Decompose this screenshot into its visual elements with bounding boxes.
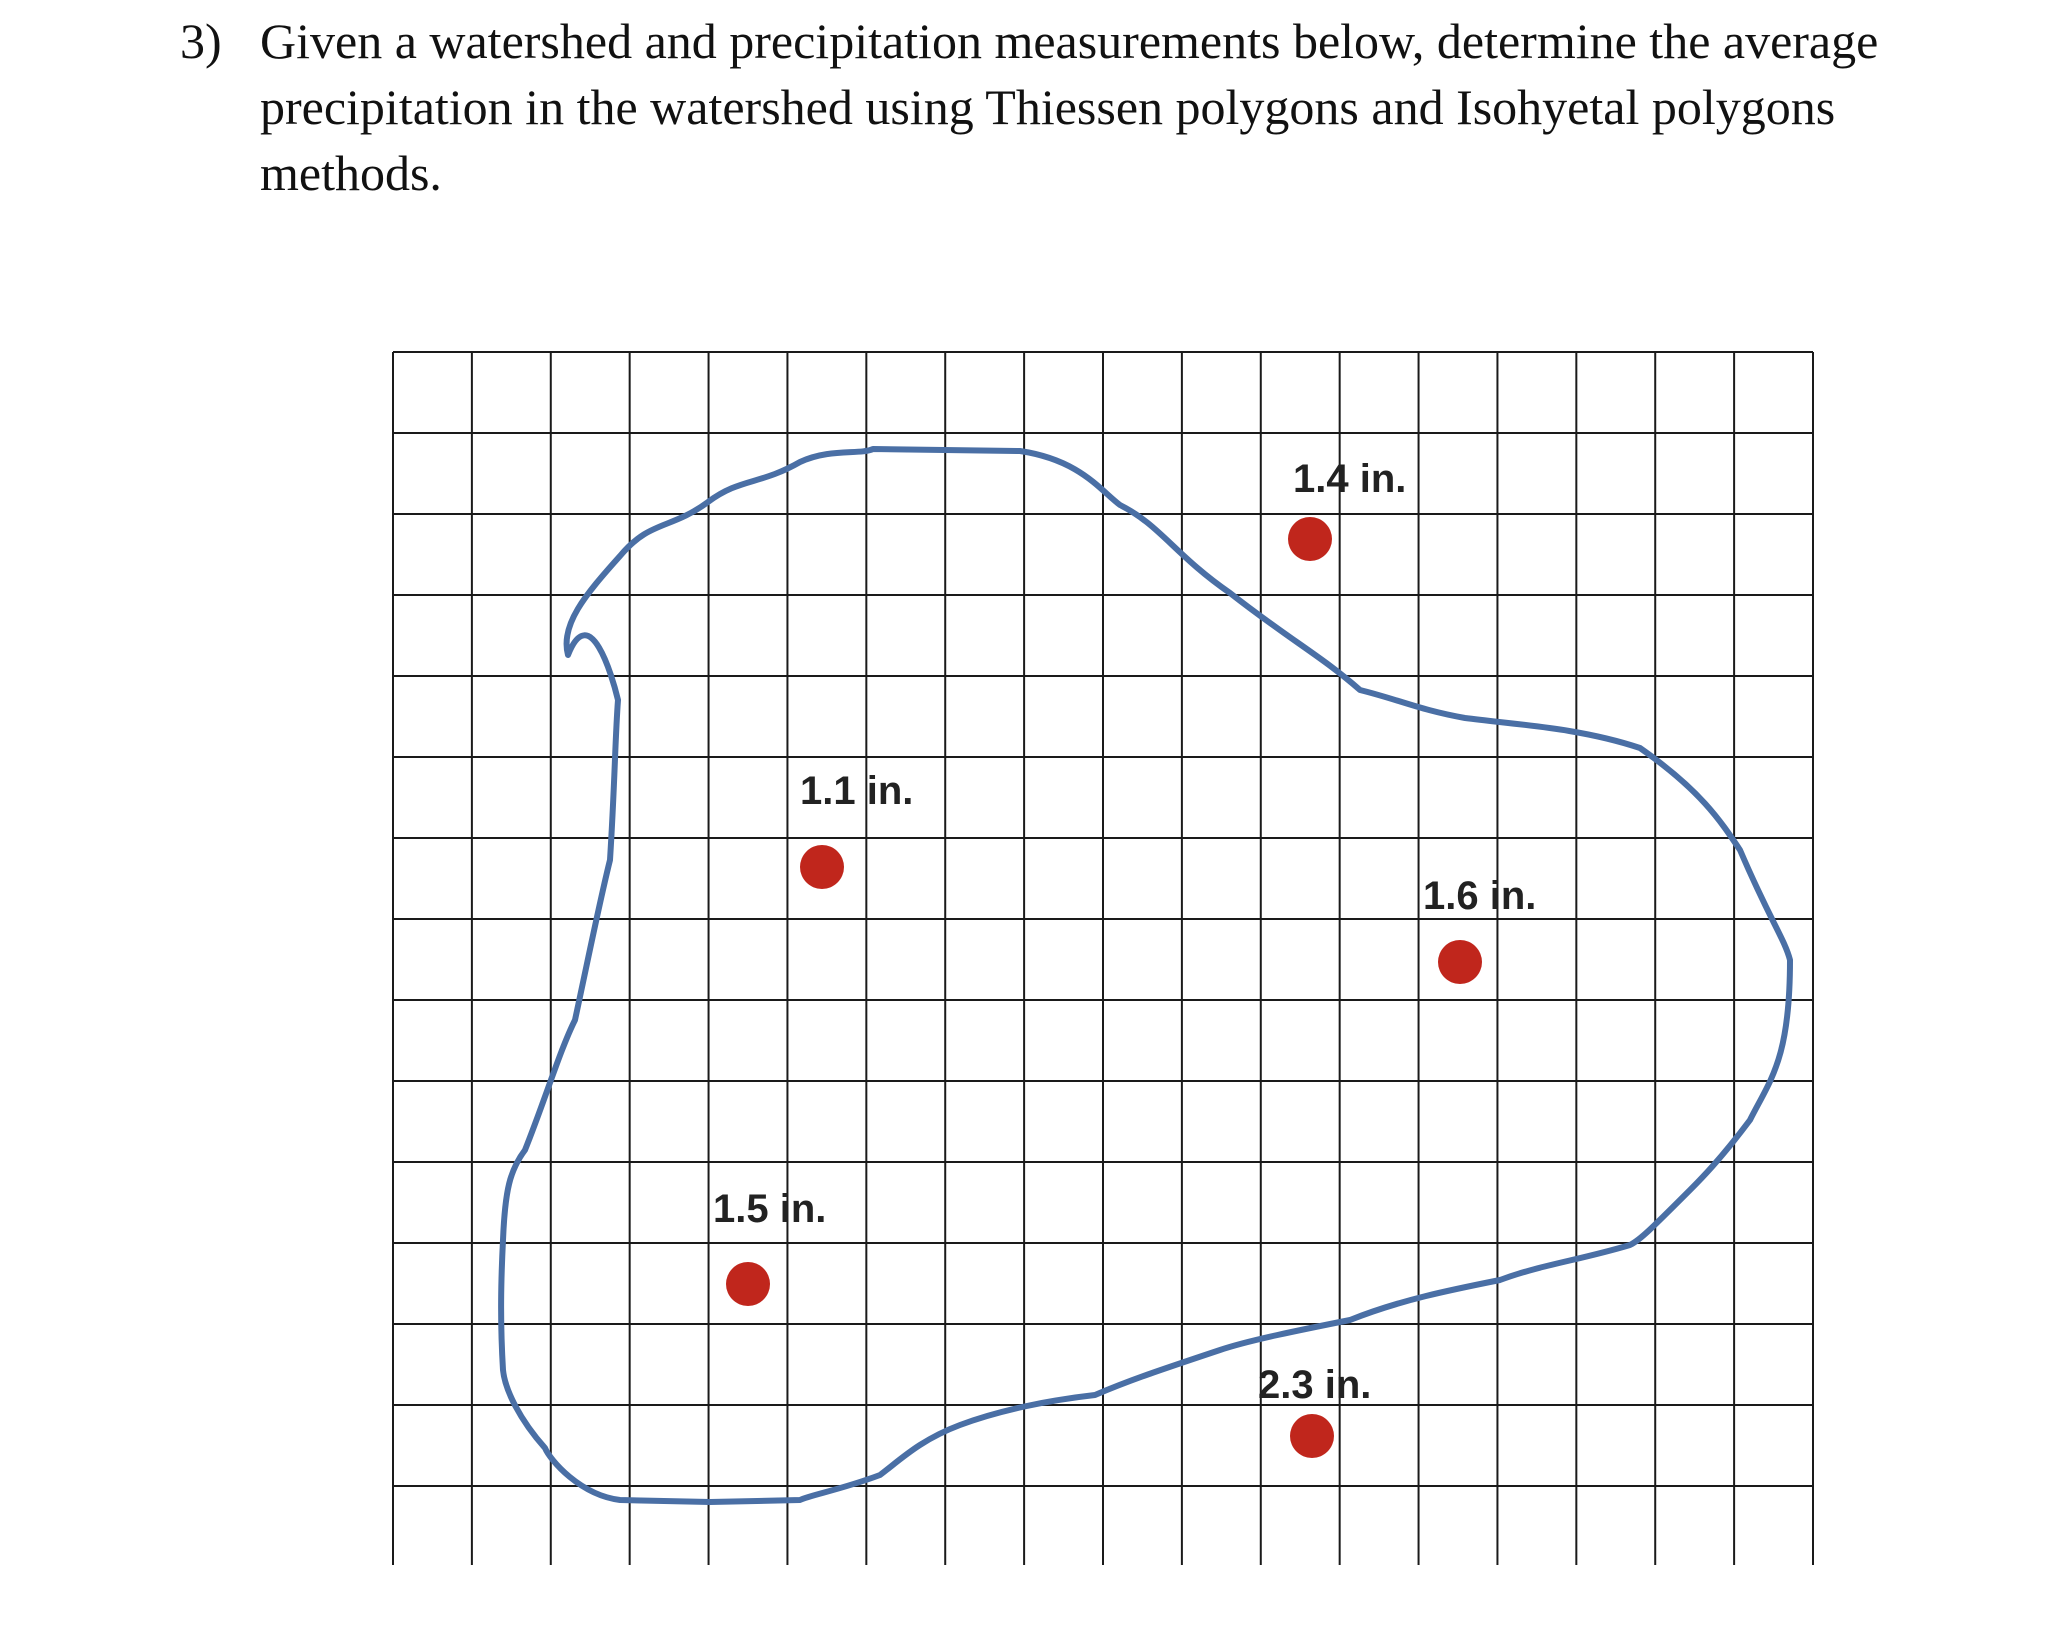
gauge-label: 1.5 in. [713, 1187, 826, 1231]
gauge-label: 1.4 in. [1293, 457, 1406, 501]
watershed-boundary [498, 446, 1793, 1505]
gauge-1-6: 1.6 in. [1423, 874, 1536, 984]
gauge-label: 1.1 in. [800, 769, 913, 813]
gauge-1-5: 1.5 in. [713, 1187, 826, 1306]
gauge-dot [800, 845, 844, 889]
rain-gauges: 1.4 in. 1.1 in. 1.6 in. 1.5 in. 2.3 in. [713, 457, 1536, 1458]
gauge-dot [1288, 517, 1332, 561]
gauge-dot [1290, 1414, 1334, 1458]
question-number: 3) [180, 13, 222, 69]
gauge-2-3: 2.3 in. [1258, 1363, 1371, 1458]
question-text: Given a watershed and precipitation meas… [260, 13, 1879, 201]
gauge-dot [1438, 940, 1482, 984]
gauge-1-4: 1.4 in. [1288, 457, 1406, 561]
gauge-label: 2.3 in. [1258, 1363, 1371, 1407]
gauge-1-1: 1.1 in. [800, 769, 913, 889]
grid [392, 351, 1814, 1565]
gauge-dot [726, 1262, 770, 1306]
gauge-label: 1.6 in. [1423, 874, 1536, 918]
